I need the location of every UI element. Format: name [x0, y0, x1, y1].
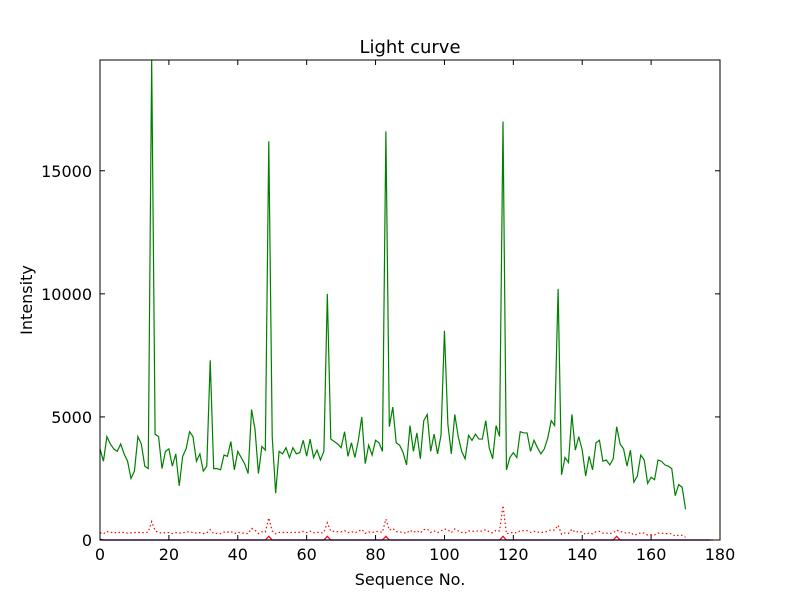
x-axis-label: Sequence No.	[355, 570, 466, 589]
x-tick-label: 140	[567, 545, 598, 564]
y-tick-label: 15000	[41, 162, 92, 181]
series-line-1	[99, 505, 686, 538]
x-tick-label: 0	[95, 545, 105, 564]
series-layer	[99, 59, 714, 541]
x-tick-label: 80	[365, 545, 385, 564]
series-line-0	[99, 59, 687, 510]
y-tick-label: 10000	[41, 285, 92, 304]
x-tick-label: 60	[296, 545, 316, 564]
y-tick-label: 5000	[51, 408, 92, 427]
tick-layer: 0 20 40 60 80 100 120 140 160 180 0 5000 10000 15000	[41, 60, 735, 564]
x-tick-label: 160	[636, 545, 667, 564]
y-axis-label: Intensity	[17, 265, 36, 335]
chart-title: Light curve	[359, 37, 460, 58]
x-tick-label: 120	[498, 545, 529, 564]
x-tick-label: 100	[429, 545, 460, 564]
y-tick-label: 0	[82, 531, 92, 550]
x-tick-label: 40	[228, 545, 248, 564]
x-tick-label: 180	[705, 545, 736, 564]
x-tick-label: 20	[159, 545, 179, 564]
plot-frame	[99, 59, 721, 541]
